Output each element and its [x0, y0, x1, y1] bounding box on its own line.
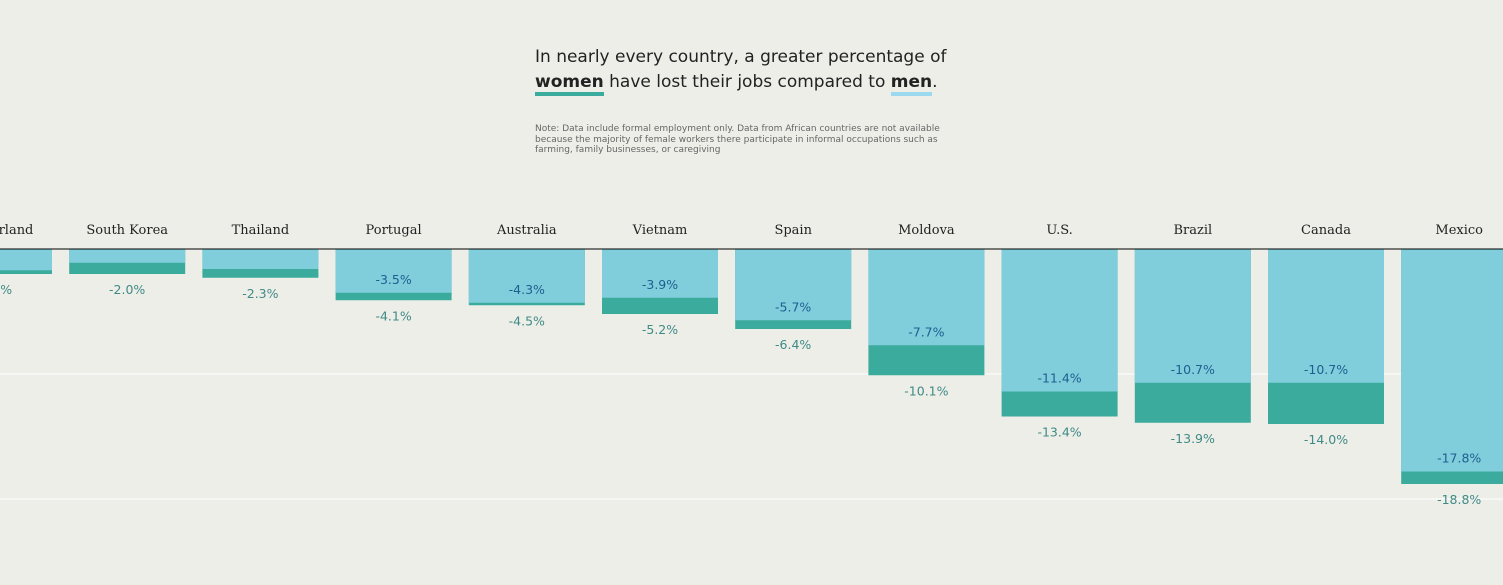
country-label: South Korea — [86, 223, 168, 238]
country-label: Australia — [496, 223, 557, 238]
country-label: Brazil — [1173, 223, 1212, 238]
men-value-label: -10.7% — [1171, 362, 1215, 377]
women-value-label: -4.1% — [375, 308, 411, 323]
country-label: U.S. — [1046, 223, 1072, 238]
women-legend: women — [535, 72, 604, 96]
men-value-label: -7.7% — [908, 324, 944, 339]
men-bar — [0, 249, 52, 271]
men-bar — [602, 249, 718, 298]
men-bar — [868, 249, 985, 346]
men-bar — [335, 249, 452, 293]
women-value-label: -13.4% — [1037, 425, 1081, 440]
men-value-label: -17.8% — [1437, 451, 1481, 466]
men-value-label: -5.7% — [775, 299, 811, 314]
men-bar — [1134, 249, 1251, 383]
men-legend: men — [890, 72, 933, 96]
women-value-label: -5.2% — [642, 322, 678, 337]
men-bar — [202, 249, 319, 269]
title-line1: In nearly every country, a greater perce… — [535, 47, 947, 67]
women-value-label: -2.3% — [242, 286, 278, 301]
women-value-label: -13.9% — [1171, 431, 1215, 446]
men-value-label: -3.5% — [375, 272, 411, 287]
country-label: Canada — [1301, 223, 1351, 238]
title-end: . — [932, 72, 938, 92]
men-bar — [69, 249, 186, 263]
country-label: Spain — [774, 223, 812, 238]
title-mid: have lost their jobs compared to — [603, 72, 891, 92]
women-value-label: -6.4% — [775, 337, 811, 352]
men-bar — [1268, 249, 1384, 383]
men-value-label: -3.9% — [642, 277, 678, 292]
women-value-label: -18.8% — [1437, 492, 1481, 507]
women-value-label: -14.0% — [1304, 432, 1348, 447]
women-value-label: -2.0% — [109, 282, 145, 297]
country-label: Moldova — [898, 223, 955, 238]
chart-title: In nearly every country, a greater perce… — [535, 45, 955, 96]
men-bar — [468, 249, 585, 303]
men-bar — [735, 249, 852, 321]
men-value-label: -10.7% — [1304, 362, 1348, 377]
men-value-label: -4.3% — [509, 282, 545, 297]
men-bar — [1401, 249, 1503, 472]
country-label: Switzerland — [0, 223, 33, 238]
country-label: Vietnam — [632, 223, 688, 238]
chart-note: Note: Data include formal employment onl… — [535, 124, 940, 155]
men-bar — [1001, 249, 1118, 392]
country-label: Portugal — [366, 223, 422, 238]
women-value-label: -2.0% — [0, 282, 12, 297]
country-label: Thailand — [232, 223, 290, 238]
country-label: Mexico — [1435, 223, 1483, 238]
women-value-label: -4.5% — [509, 313, 545, 328]
women-value-label: -10.1% — [904, 383, 948, 398]
men-value-label: -11.4% — [1037, 371, 1081, 386]
